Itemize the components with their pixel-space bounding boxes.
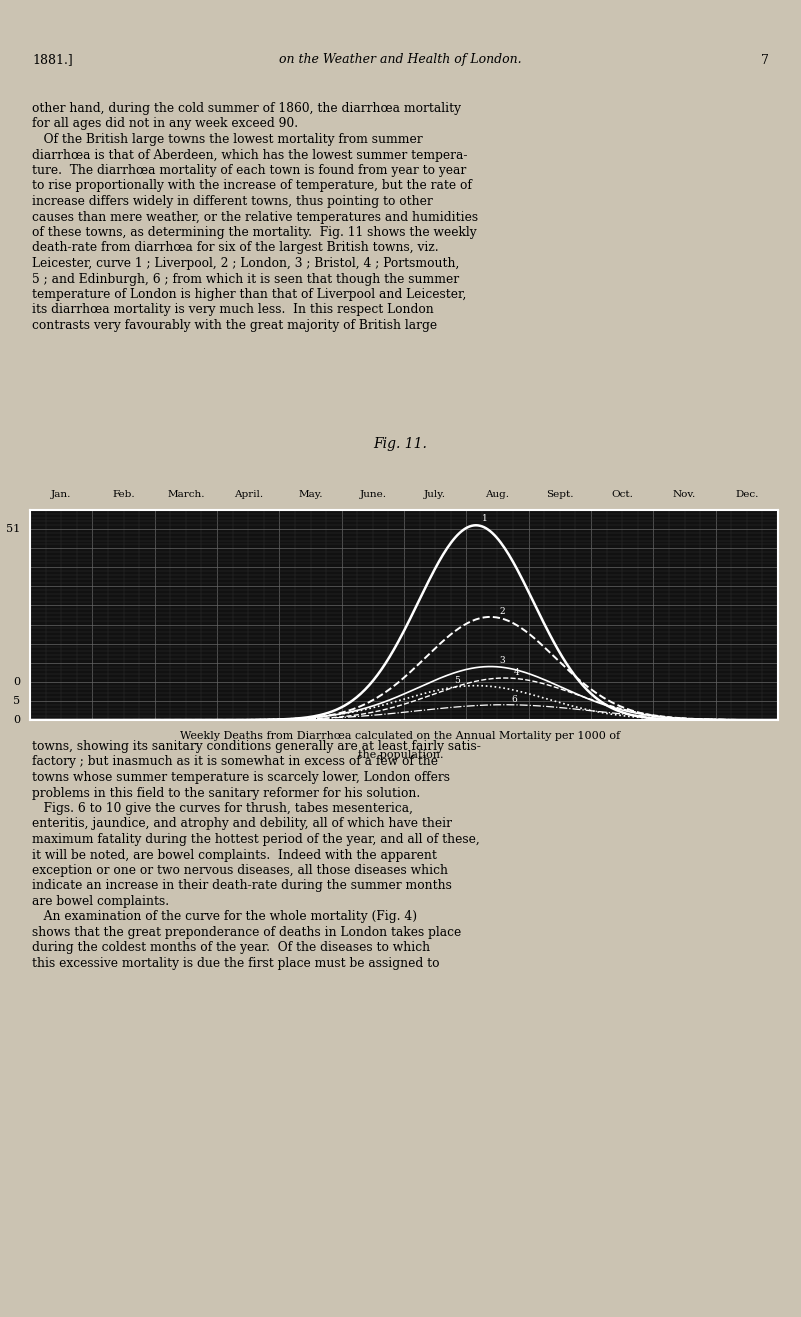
- Text: 51: 51: [6, 524, 20, 535]
- Text: 0: 0: [14, 715, 20, 724]
- Text: causes than mere weather, or the relative temperatures and humidities: causes than mere weather, or the relativ…: [32, 211, 478, 224]
- Text: this excessive mortality is due the first place must be assigned to: this excessive mortality is due the firs…: [32, 957, 440, 971]
- Text: 3: 3: [500, 656, 505, 665]
- Text: Fig. 11.: Fig. 11.: [373, 437, 428, 450]
- Text: to rise proportionally with the increase of temperature, but the rate of: to rise proportionally with the increase…: [32, 179, 472, 192]
- Text: 1881.]: 1881.]: [32, 54, 73, 66]
- Text: Nov.: Nov.: [673, 490, 696, 499]
- Text: diarrhœa is that of Aberdeen, which has the lowest summer tempera-: diarrhœa is that of Aberdeen, which has …: [32, 149, 468, 162]
- Text: Feb.: Feb.: [112, 490, 135, 499]
- Text: April.: April.: [234, 490, 263, 499]
- Text: are bowel complaints.: are bowel complaints.: [32, 896, 169, 907]
- Text: ture.  The diarrhœa mortality of each town is found from year to year: ture. The diarrhœa mortality of each tow…: [32, 165, 466, 176]
- Text: it will be noted, are bowel complaints.  Indeed with the apparent: it will be noted, are bowel complaints. …: [32, 848, 437, 861]
- Text: July.: July.: [425, 490, 446, 499]
- Text: of these towns, as determining the mortality.  Fig. 11 shows the weekly: of these towns, as determining the morta…: [32, 227, 477, 238]
- Text: 2: 2: [500, 607, 505, 616]
- Text: Figs. 6 to 10 give the curves for thrush, tabes mesenterica,: Figs. 6 to 10 give the curves for thrush…: [32, 802, 413, 815]
- Text: other hand, during the cold summer of 1860, the diarrhœa mortality: other hand, during the cold summer of 18…: [32, 101, 461, 115]
- Text: problems in this field to the sanitary reformer for his solution.: problems in this field to the sanitary r…: [32, 786, 421, 799]
- Text: death-rate from diarrhœa for six of the largest British towns, viz.: death-rate from diarrhœa for six of the …: [32, 241, 439, 254]
- Text: temperature of London is higher than that of Liverpool and Leicester,: temperature of London is higher than tha…: [32, 288, 466, 302]
- Text: shows that the great preponderance of deaths in London takes place: shows that the great preponderance of de…: [32, 926, 461, 939]
- Text: 5 ; and Edinburgh, 6 ; from which it is seen that though the summer: 5 ; and Edinburgh, 6 ; from which it is …: [32, 273, 459, 286]
- Text: 4: 4: [514, 668, 520, 677]
- Text: 1: 1: [482, 515, 488, 523]
- Text: 5: 5: [14, 695, 20, 706]
- Text: Aug.: Aug.: [485, 490, 509, 499]
- Text: during the coldest months of the year.  Of the diseases to which: during the coldest months of the year. O…: [32, 942, 430, 955]
- Text: May.: May.: [298, 490, 323, 499]
- Text: contrasts very favourably with the great majority of British large: contrasts very favourably with the great…: [32, 319, 437, 332]
- Text: indicate an increase in their death-rate during the summer months: indicate an increase in their death-rate…: [32, 880, 452, 893]
- Text: 5: 5: [454, 676, 460, 685]
- Text: Oct.: Oct.: [611, 490, 633, 499]
- Text: An examination of the curve for the whole mortality (Fig. 4): An examination of the curve for the whol…: [32, 910, 417, 923]
- Text: towns whose summer temperature is scarcely lower, London offers: towns whose summer temperature is scarce…: [32, 770, 450, 784]
- Text: its diarrhœa mortality is very much less.  In this respect London: its diarrhœa mortality is very much less…: [32, 303, 434, 316]
- Text: maximum fatality during the hottest period of the year, and all of these,: maximum fatality during the hottest peri…: [32, 832, 480, 846]
- Text: 0: 0: [14, 677, 20, 687]
- Text: increase differs widely in different towns, thus pointing to other: increase differs widely in different tow…: [32, 195, 433, 208]
- Text: Dec.: Dec.: [735, 490, 759, 499]
- Text: June.: June.: [360, 490, 386, 499]
- Text: 6: 6: [511, 695, 517, 705]
- Text: enteritis, jaundice, and atrophy and debility, all of which have their: enteritis, jaundice, and atrophy and deb…: [32, 818, 452, 831]
- Text: Of the British large towns the lowest mortality from summer: Of the British large towns the lowest mo…: [32, 133, 423, 146]
- Text: exception or one or two nervous diseases, all those diseases which: exception or one or two nervous diseases…: [32, 864, 448, 877]
- Text: towns, showing its sanitary conditions generally are at least fairly satis-: towns, showing its sanitary conditions g…: [32, 740, 481, 753]
- Text: Sept.: Sept.: [546, 490, 574, 499]
- Text: the population.: the population.: [358, 751, 443, 760]
- Text: for all ages did not in any week exceed 90.: for all ages did not in any week exceed …: [32, 117, 298, 130]
- Text: on the Weather and Health of London.: on the Weather and Health of London.: [280, 54, 521, 66]
- Text: Jan.: Jan.: [51, 490, 71, 499]
- Text: 7: 7: [761, 54, 769, 66]
- Text: Leicester, curve 1 ; Liverpool, 2 ; London, 3 ; Bristol, 4 ; Portsmouth,: Leicester, curve 1 ; Liverpool, 2 ; Lond…: [32, 257, 460, 270]
- Text: Weekly Deaths from Diarrhœa calculated on the Annual Mortality per 1000 of: Weekly Deaths from Diarrhœa calculated o…: [180, 731, 621, 740]
- Text: factory ; but inasmuch as it is somewhat in excess of a few of the: factory ; but inasmuch as it is somewhat…: [32, 756, 438, 769]
- Text: March.: March.: [167, 490, 204, 499]
